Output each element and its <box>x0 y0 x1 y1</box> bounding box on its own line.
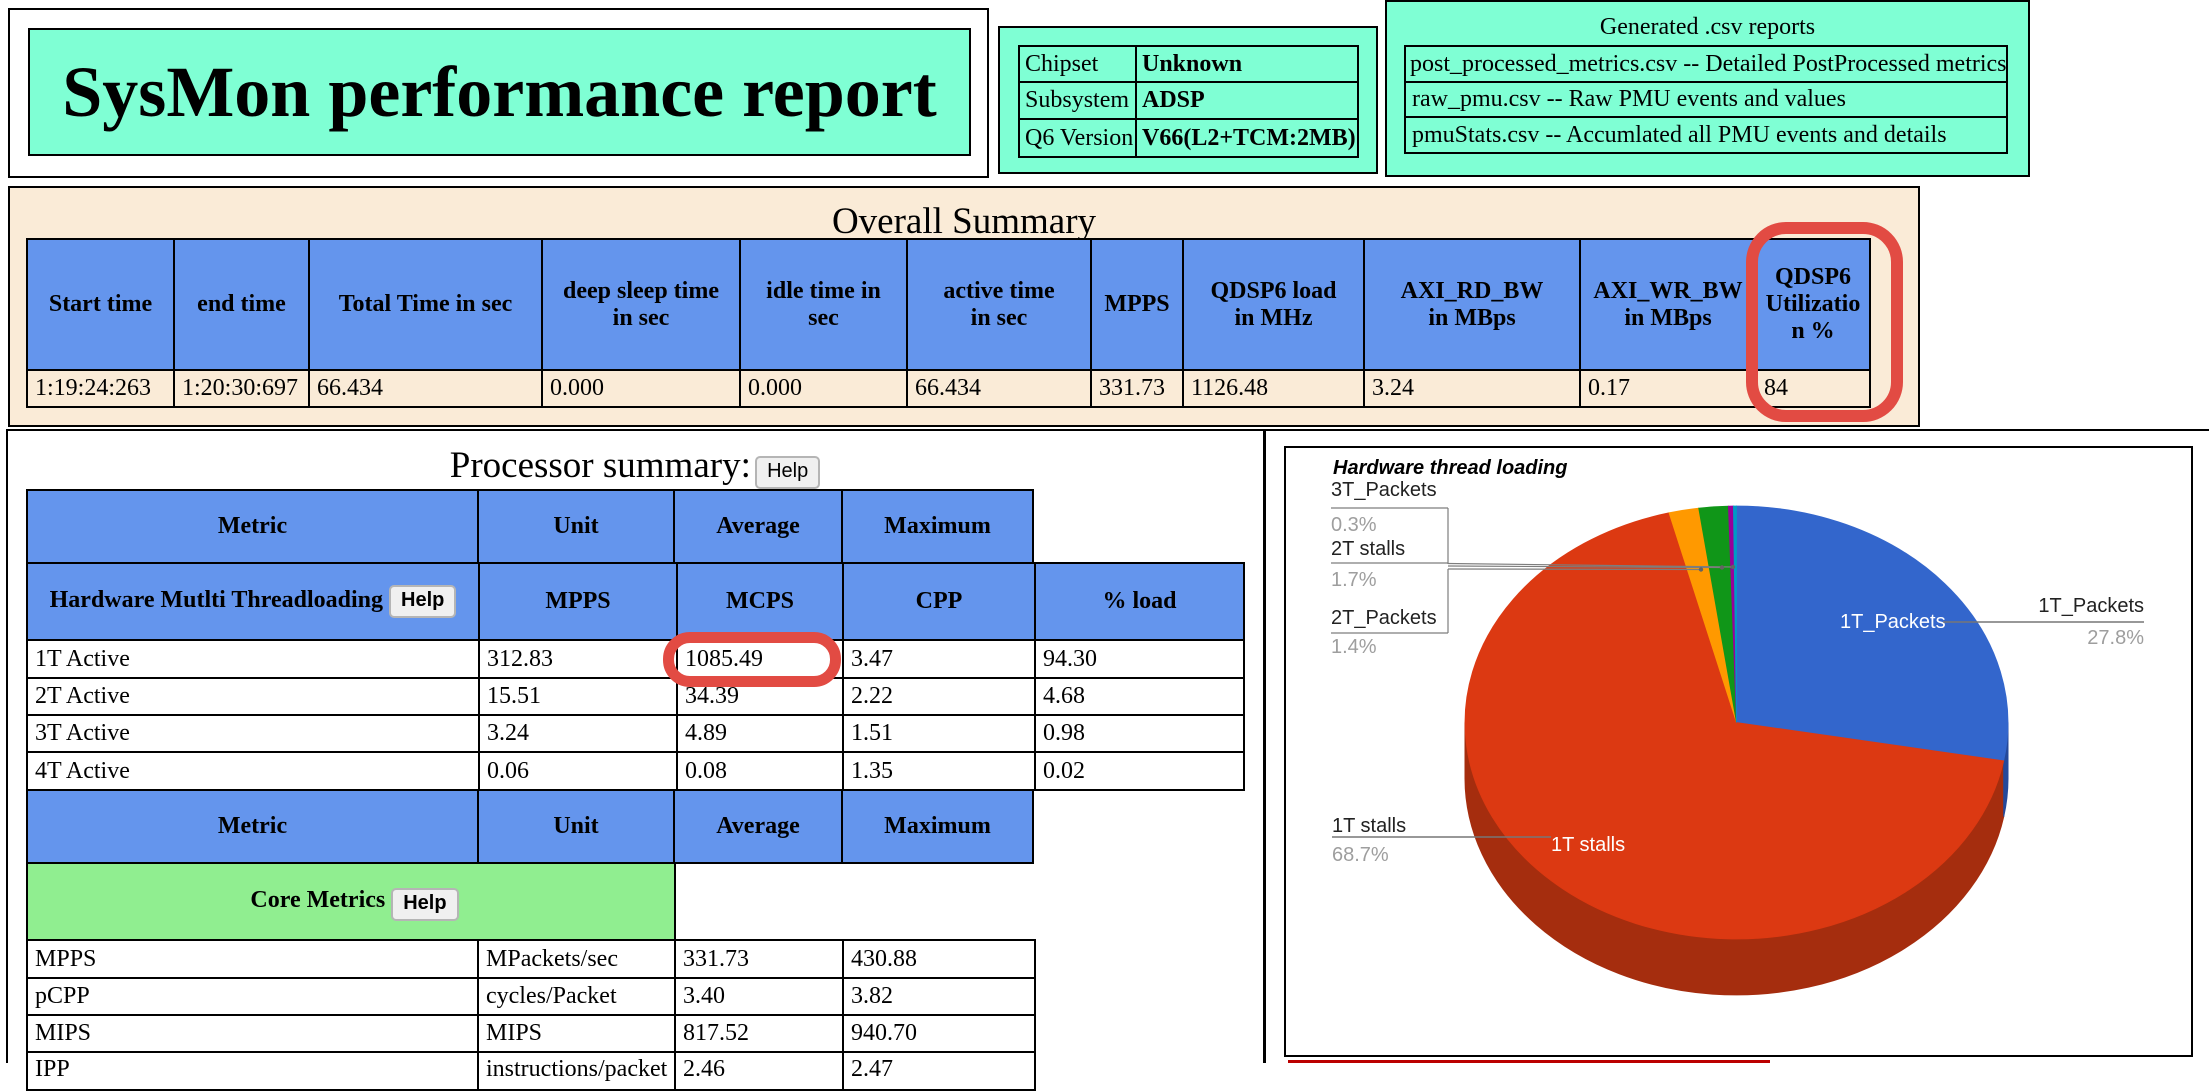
svg-text:1T_Packets: 1T_Packets <box>1840 611 1946 633</box>
svg-text:1T_Packets: 1T_Packets <box>2038 595 2144 617</box>
svg-text:1T stalls: 1T stalls <box>1551 834 1625 856</box>
svg-text:27.8%: 27.8% <box>2087 627 2144 649</box>
svg-text:1.4%: 1.4% <box>1331 636 1377 658</box>
svg-text:Hardware thread loading: Hardware thread loading <box>1333 457 1568 479</box>
svg-text:3T_Packets: 3T_Packets <box>1331 479 1437 501</box>
svg-text:2T_Packets: 2T_Packets <box>1331 607 1437 629</box>
svg-text:0.3%: 0.3% <box>1331 514 1377 536</box>
svg-text:68.7%: 68.7% <box>1332 844 1389 866</box>
svg-text:2T stalls: 2T stalls <box>1331 538 1405 560</box>
svg-text:1.7%: 1.7% <box>1331 569 1377 591</box>
svg-text:1T stalls: 1T stalls <box>1332 815 1406 837</box>
